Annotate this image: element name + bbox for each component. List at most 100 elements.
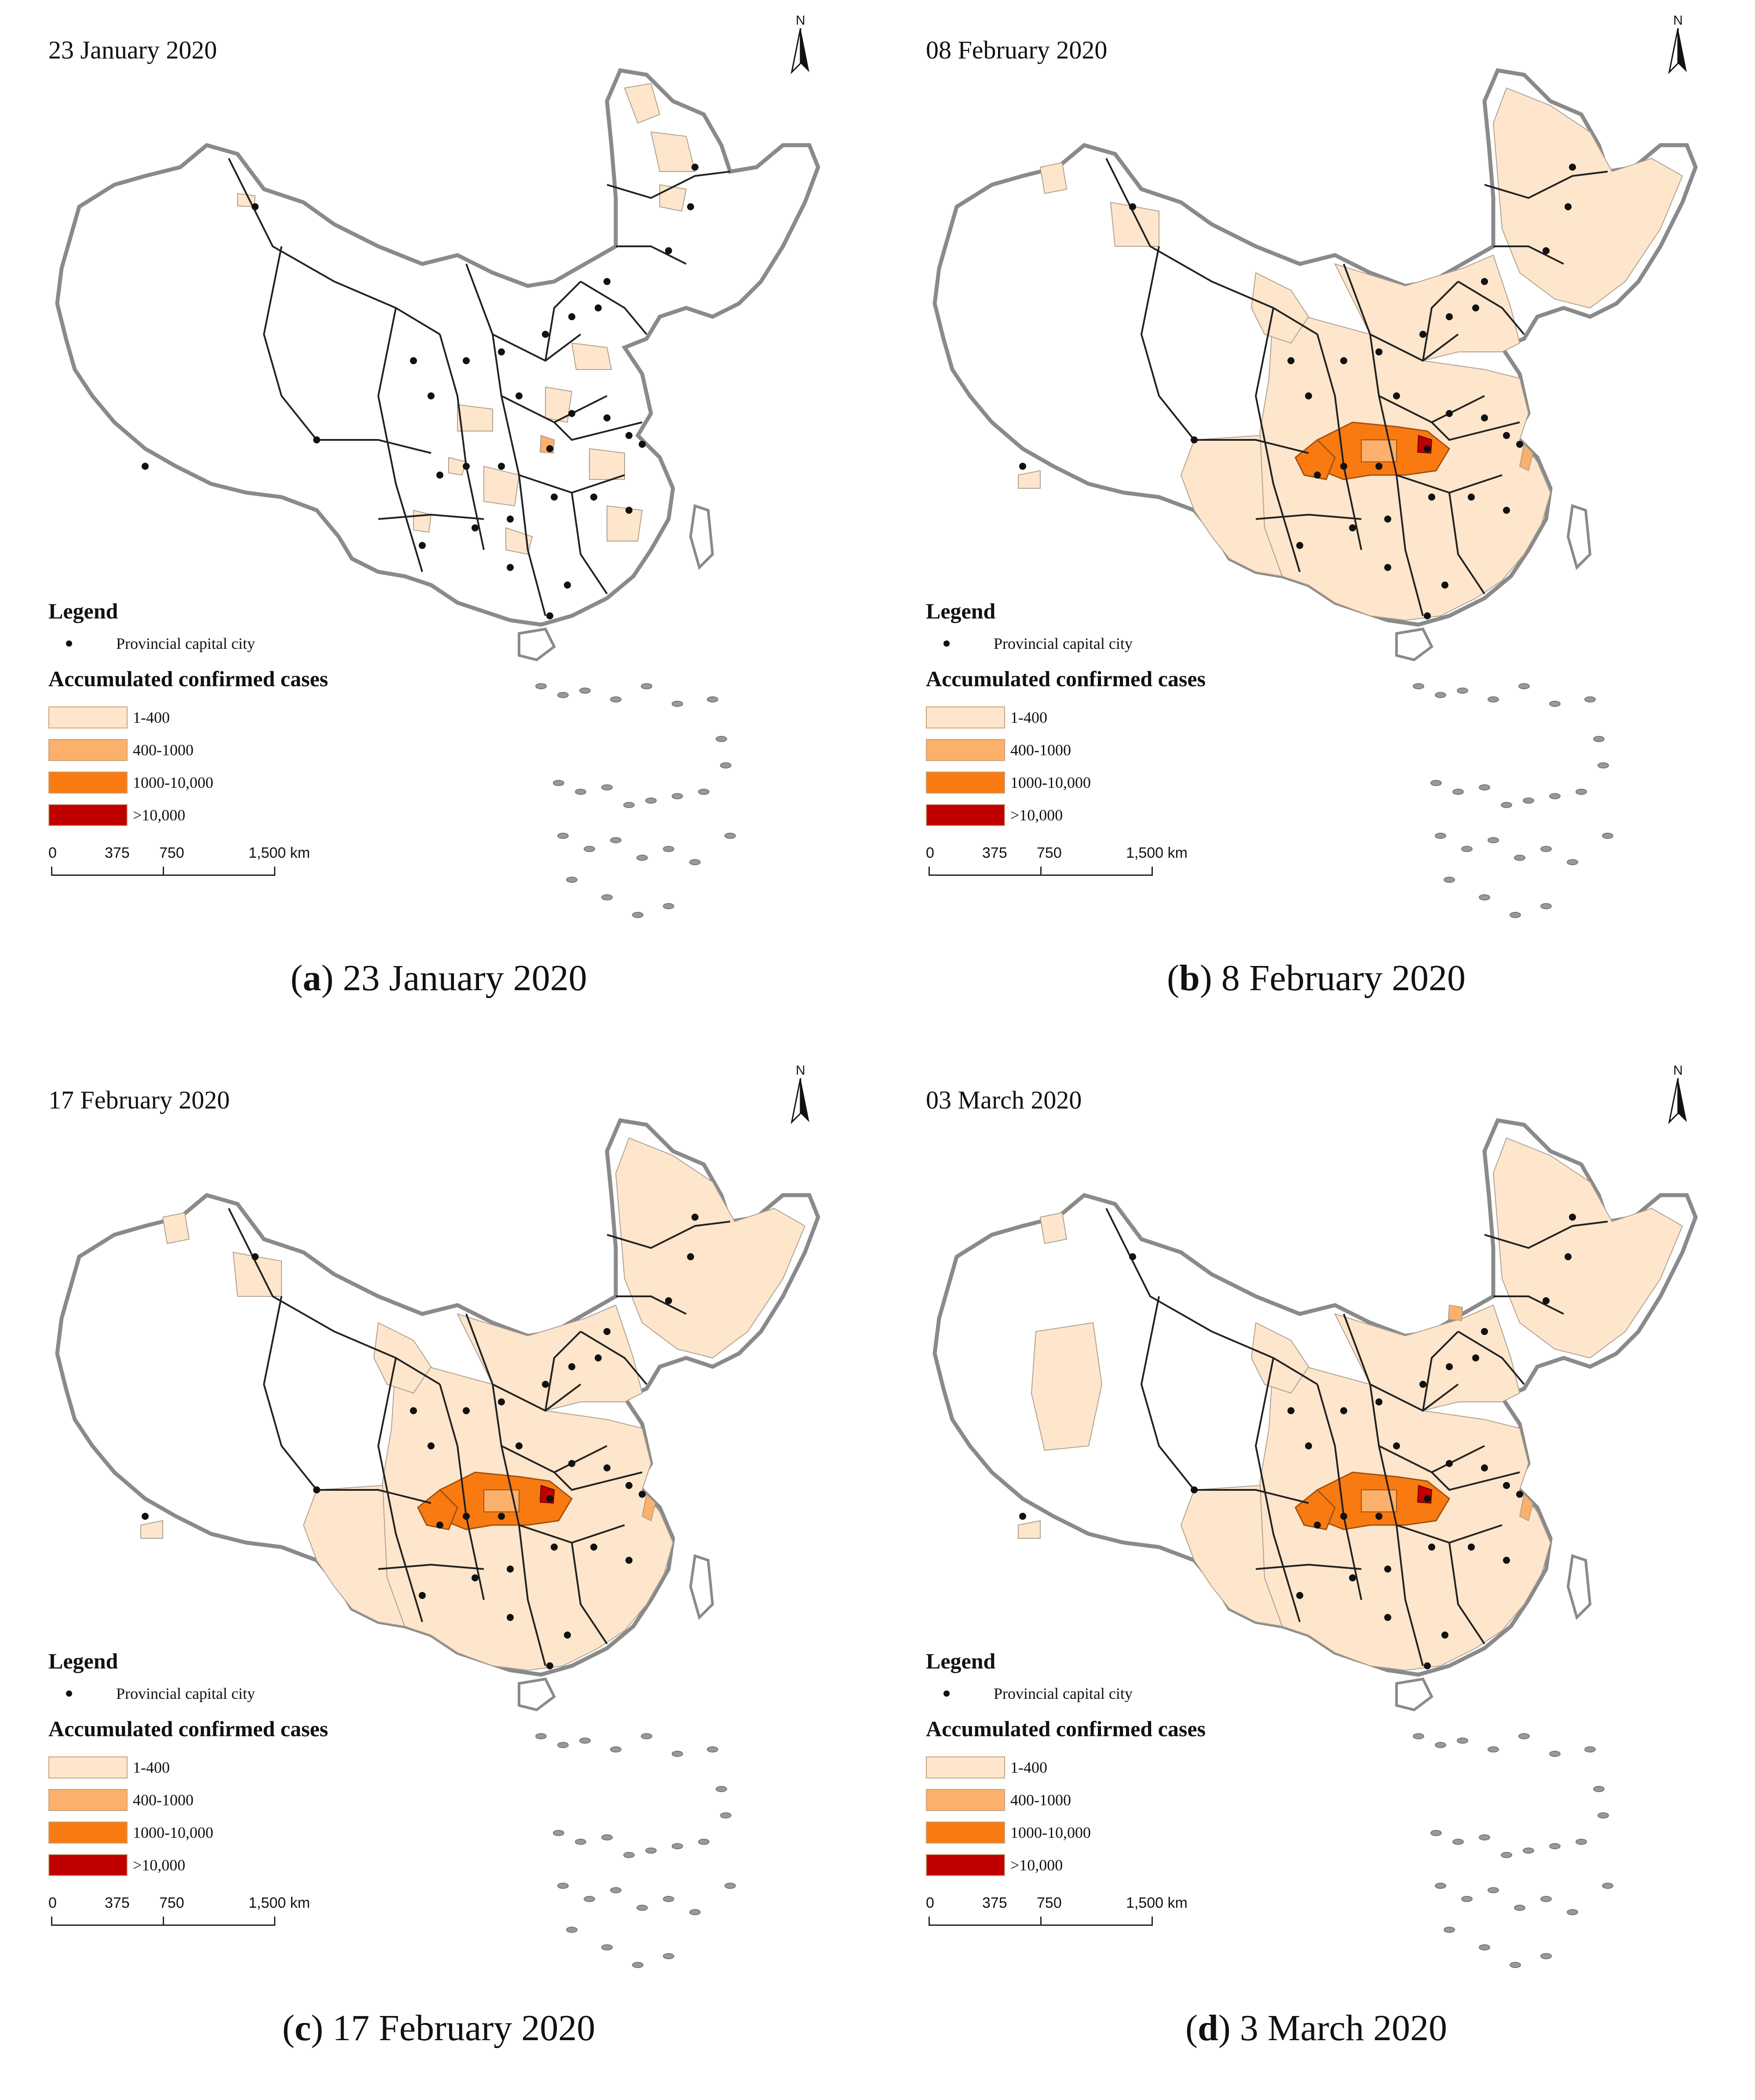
island-marker xyxy=(1593,1786,1605,1792)
island-marker xyxy=(1430,1830,1442,1836)
island-marker xyxy=(566,877,578,883)
legend-swatch xyxy=(48,1822,128,1844)
region-1-400 xyxy=(607,505,643,541)
island-marker xyxy=(601,1834,613,1840)
region-1-400 xyxy=(373,1322,432,1394)
province-boundary xyxy=(492,1384,607,1474)
province-boundary xyxy=(439,1384,485,1600)
scale-tick-label: 0 xyxy=(926,1895,934,1911)
capital-dot-icon xyxy=(943,640,950,647)
scale-bar: 0 375 750 1,500 km xyxy=(48,845,310,884)
island-marker xyxy=(553,1830,564,1836)
capital-city-dot xyxy=(568,1460,575,1467)
island-marker xyxy=(632,1962,644,1968)
capital-city-dot xyxy=(463,357,470,364)
capital-dot-icon xyxy=(66,1690,72,1697)
island-marker xyxy=(553,780,564,786)
caption-text: 3 March 2020 xyxy=(1230,2008,1447,2049)
province-boundary xyxy=(545,281,581,361)
scale-tick-label: 1,500 km xyxy=(1126,845,1188,861)
legend-class-label: 1-400 xyxy=(133,1759,170,1776)
province-boundary xyxy=(1396,1525,1424,1666)
legend-swatch xyxy=(926,772,1005,794)
island-marker xyxy=(1413,1733,1424,1739)
island-marker xyxy=(724,833,736,839)
capital-city-dot xyxy=(551,1544,558,1551)
island-marker xyxy=(636,855,648,861)
capital-city-dot xyxy=(142,1513,149,1520)
island-marker xyxy=(632,912,644,918)
capital-city-dot xyxy=(507,564,514,571)
island-marker xyxy=(689,859,701,865)
capital-city-dot xyxy=(1441,582,1448,589)
capital-city-dot xyxy=(1375,348,1382,355)
island-marker xyxy=(1479,784,1490,790)
province-boundary xyxy=(228,158,441,335)
legend-swatch xyxy=(48,739,128,761)
capital-city-dot xyxy=(603,278,611,285)
island-marker xyxy=(698,789,709,795)
island-marker xyxy=(1488,837,1499,843)
capital-city-dot xyxy=(516,1442,523,1449)
region-400-1000 xyxy=(641,1493,656,1522)
island-marker xyxy=(575,1839,586,1845)
capital-city-dot xyxy=(1349,524,1356,531)
capital-city-dot xyxy=(1129,1253,1136,1260)
capital-city-dot xyxy=(1287,1407,1294,1414)
capital-city-dot xyxy=(625,507,633,514)
legend-class-1: 1-400 xyxy=(926,701,1322,734)
legend-class-2: 400-1000 xyxy=(48,1784,444,1816)
island-marker xyxy=(579,688,591,694)
north-arrow: N xyxy=(787,13,814,79)
scale-tick xyxy=(1040,867,1042,875)
province-boundary xyxy=(465,263,581,362)
capital-city-dot xyxy=(498,1398,505,1405)
china-map xyxy=(932,68,1698,918)
hainan-island xyxy=(1395,1677,1433,1712)
province-boundary xyxy=(377,1357,423,1622)
map-date-label: 23 January 2020 xyxy=(48,36,217,64)
island-marker xyxy=(1501,802,1512,808)
province-boundary xyxy=(263,246,318,441)
island-marker xyxy=(1461,1896,1473,1902)
island-marker xyxy=(707,696,718,702)
legend-capital-entry: Provincial capital city xyxy=(48,634,444,653)
north-arrow: N xyxy=(787,1063,814,1129)
capital-city-dot xyxy=(507,1566,514,1573)
capital-city-dot xyxy=(590,494,597,501)
panel-caption: (b) 8 February 2020 xyxy=(1167,958,1466,999)
capital-city-dot xyxy=(1314,472,1321,479)
capital-city-dot xyxy=(1314,1522,1321,1529)
province-boundary xyxy=(1457,281,1525,335)
capital-city-dot xyxy=(551,494,558,501)
province-boundary xyxy=(607,171,731,199)
island-marker xyxy=(1479,1834,1490,1840)
capital-dot-icon xyxy=(943,1690,950,1697)
capital-city-dot xyxy=(463,463,470,470)
island-marker xyxy=(672,1843,683,1849)
capital-city-dot xyxy=(1375,463,1382,470)
island-marker xyxy=(1435,833,1446,839)
capital-city-dot xyxy=(1287,357,1294,364)
north-arrow-icon xyxy=(790,28,809,74)
capital-city-dot xyxy=(1446,410,1453,417)
island-marker xyxy=(1549,1751,1561,1757)
province-boundary xyxy=(1493,245,1564,265)
capital-city-dot xyxy=(410,1407,417,1414)
region-1-400 xyxy=(457,404,493,432)
legend-swatch xyxy=(926,739,1005,761)
capital-city-dot xyxy=(1305,392,1312,399)
legend-title: Legend xyxy=(926,1649,996,1673)
island-marker xyxy=(575,789,586,795)
capital-city-dot xyxy=(1129,203,1136,210)
capital-city-dot xyxy=(1296,542,1303,549)
region-1-400 xyxy=(162,1212,190,1244)
legend-class-3: 1000-10,000 xyxy=(48,1816,444,1849)
region-1-400 xyxy=(650,131,696,172)
region-1-400 xyxy=(1039,1212,1068,1244)
island-marker xyxy=(663,903,674,909)
island-marker xyxy=(1549,1843,1561,1849)
map-panel-c: 17 February 2020 N Legend Provincial cap… xyxy=(0,1050,878,2100)
island-marker xyxy=(1598,762,1609,768)
scale-tick-label: 750 xyxy=(159,845,184,861)
